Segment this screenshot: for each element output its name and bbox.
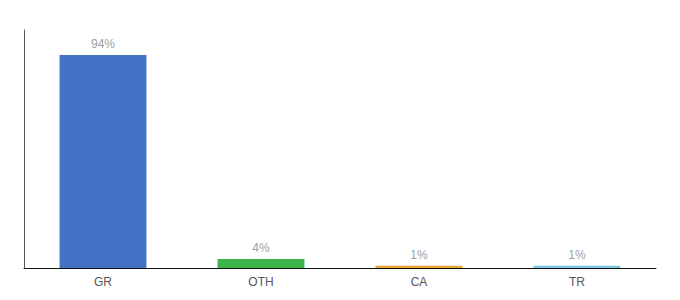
svg-text:1%: 1% bbox=[568, 248, 586, 262]
svg-text:CA: CA bbox=[411, 275, 428, 289]
svg-text:TR: TR bbox=[569, 275, 585, 289]
svg-text:94%: 94% bbox=[91, 37, 115, 51]
svg-text:OTH: OTH bbox=[248, 275, 273, 289]
svg-text:GR: GR bbox=[94, 275, 112, 289]
svg-text:4%: 4% bbox=[252, 241, 270, 255]
svg-text:1%: 1% bbox=[410, 248, 428, 262]
